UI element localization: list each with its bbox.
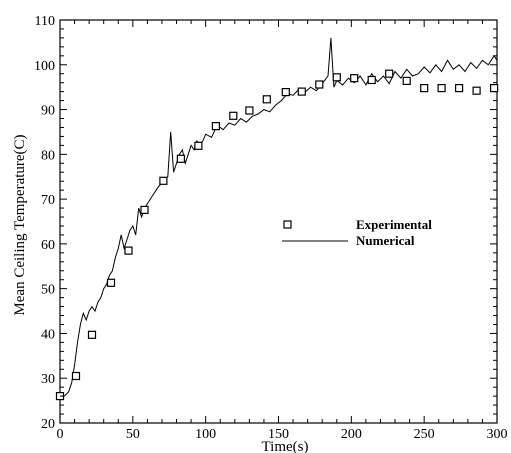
- data-point-experimental: [402, 76, 411, 86]
- data-point-experimental: [437, 83, 446, 93]
- data-point-experimental: [71, 371, 81, 381]
- data-point-experimental: [455, 83, 464, 93]
- y-tick-label: 40: [41, 327, 55, 342]
- y-tick-label: 90: [41, 104, 55, 119]
- data-point-experimental: [87, 330, 97, 339]
- y-tick-label: 50: [41, 283, 55, 298]
- data-point-experimental: [106, 278, 116, 287]
- x-tick-label: 0: [57, 427, 64, 442]
- axes-layer: 0 50 100 150 200 250 300 20 30 40 50 60 70 80 90 100 110: [34, 14, 508, 442]
- data-point-experimental: [229, 111, 238, 120]
- x-tick-label: 150: [268, 427, 289, 442]
- x-tick-label: 300: [487, 427, 508, 442]
- legend-label-experimental: Experimental: [356, 217, 432, 232]
- series-layer: [55, 37, 499, 401]
- data-point-experimental: [281, 87, 290, 97]
- x-tick-label: 250: [414, 427, 435, 442]
- data-point-experimental: [159, 176, 168, 185]
- data-point-experimental: [385, 69, 394, 78]
- y-tick-label: 60: [41, 238, 55, 253]
- data-point-experimental: [262, 95, 271, 104]
- data-point-experimental: [315, 80, 324, 89]
- x-tick-label: 100: [195, 427, 216, 442]
- data-point-experimental: [124, 246, 133, 255]
- series-line-numerical: [59, 37, 498, 399]
- data-point-experimental: [245, 106, 254, 115]
- y-tick-label: 70: [41, 193, 55, 208]
- x-axis-label: Time(s): [262, 439, 309, 453]
- data-point-experimental: [194, 141, 203, 150]
- data-point-experimental: [297, 87, 306, 96]
- legend-marker-experimental: [283, 220, 292, 229]
- data-point-experimental: [332, 73, 341, 82]
- data-point-experimental: [490, 83, 499, 93]
- y-tick-label: 20: [41, 417, 55, 432]
- y-axis-label: Mean Ceiling Temperature(C): [12, 134, 28, 315]
- data-point-experimental: [420, 83, 429, 93]
- data-point-experimental: [472, 86, 481, 95]
- y-tick-label: 80: [41, 148, 55, 163]
- data-point-experimental: [211, 121, 220, 131]
- x-tick-label: 50: [126, 427, 140, 442]
- data-point-experimental: [176, 154, 185, 163]
- x-tick-label: 200: [341, 427, 362, 442]
- legend-label-numerical: Numerical: [356, 233, 415, 248]
- y-tick-label: 100: [34, 59, 55, 74]
- data-point-experimental: [140, 205, 149, 214]
- data-point-experimental: [367, 75, 376, 85]
- y-tick-label: 30: [41, 372, 55, 387]
- data-point-experimental: [350, 74, 359, 83]
- y-tick-label: 110: [35, 14, 55, 29]
- legend: Experimental Numerical: [282, 217, 432, 248]
